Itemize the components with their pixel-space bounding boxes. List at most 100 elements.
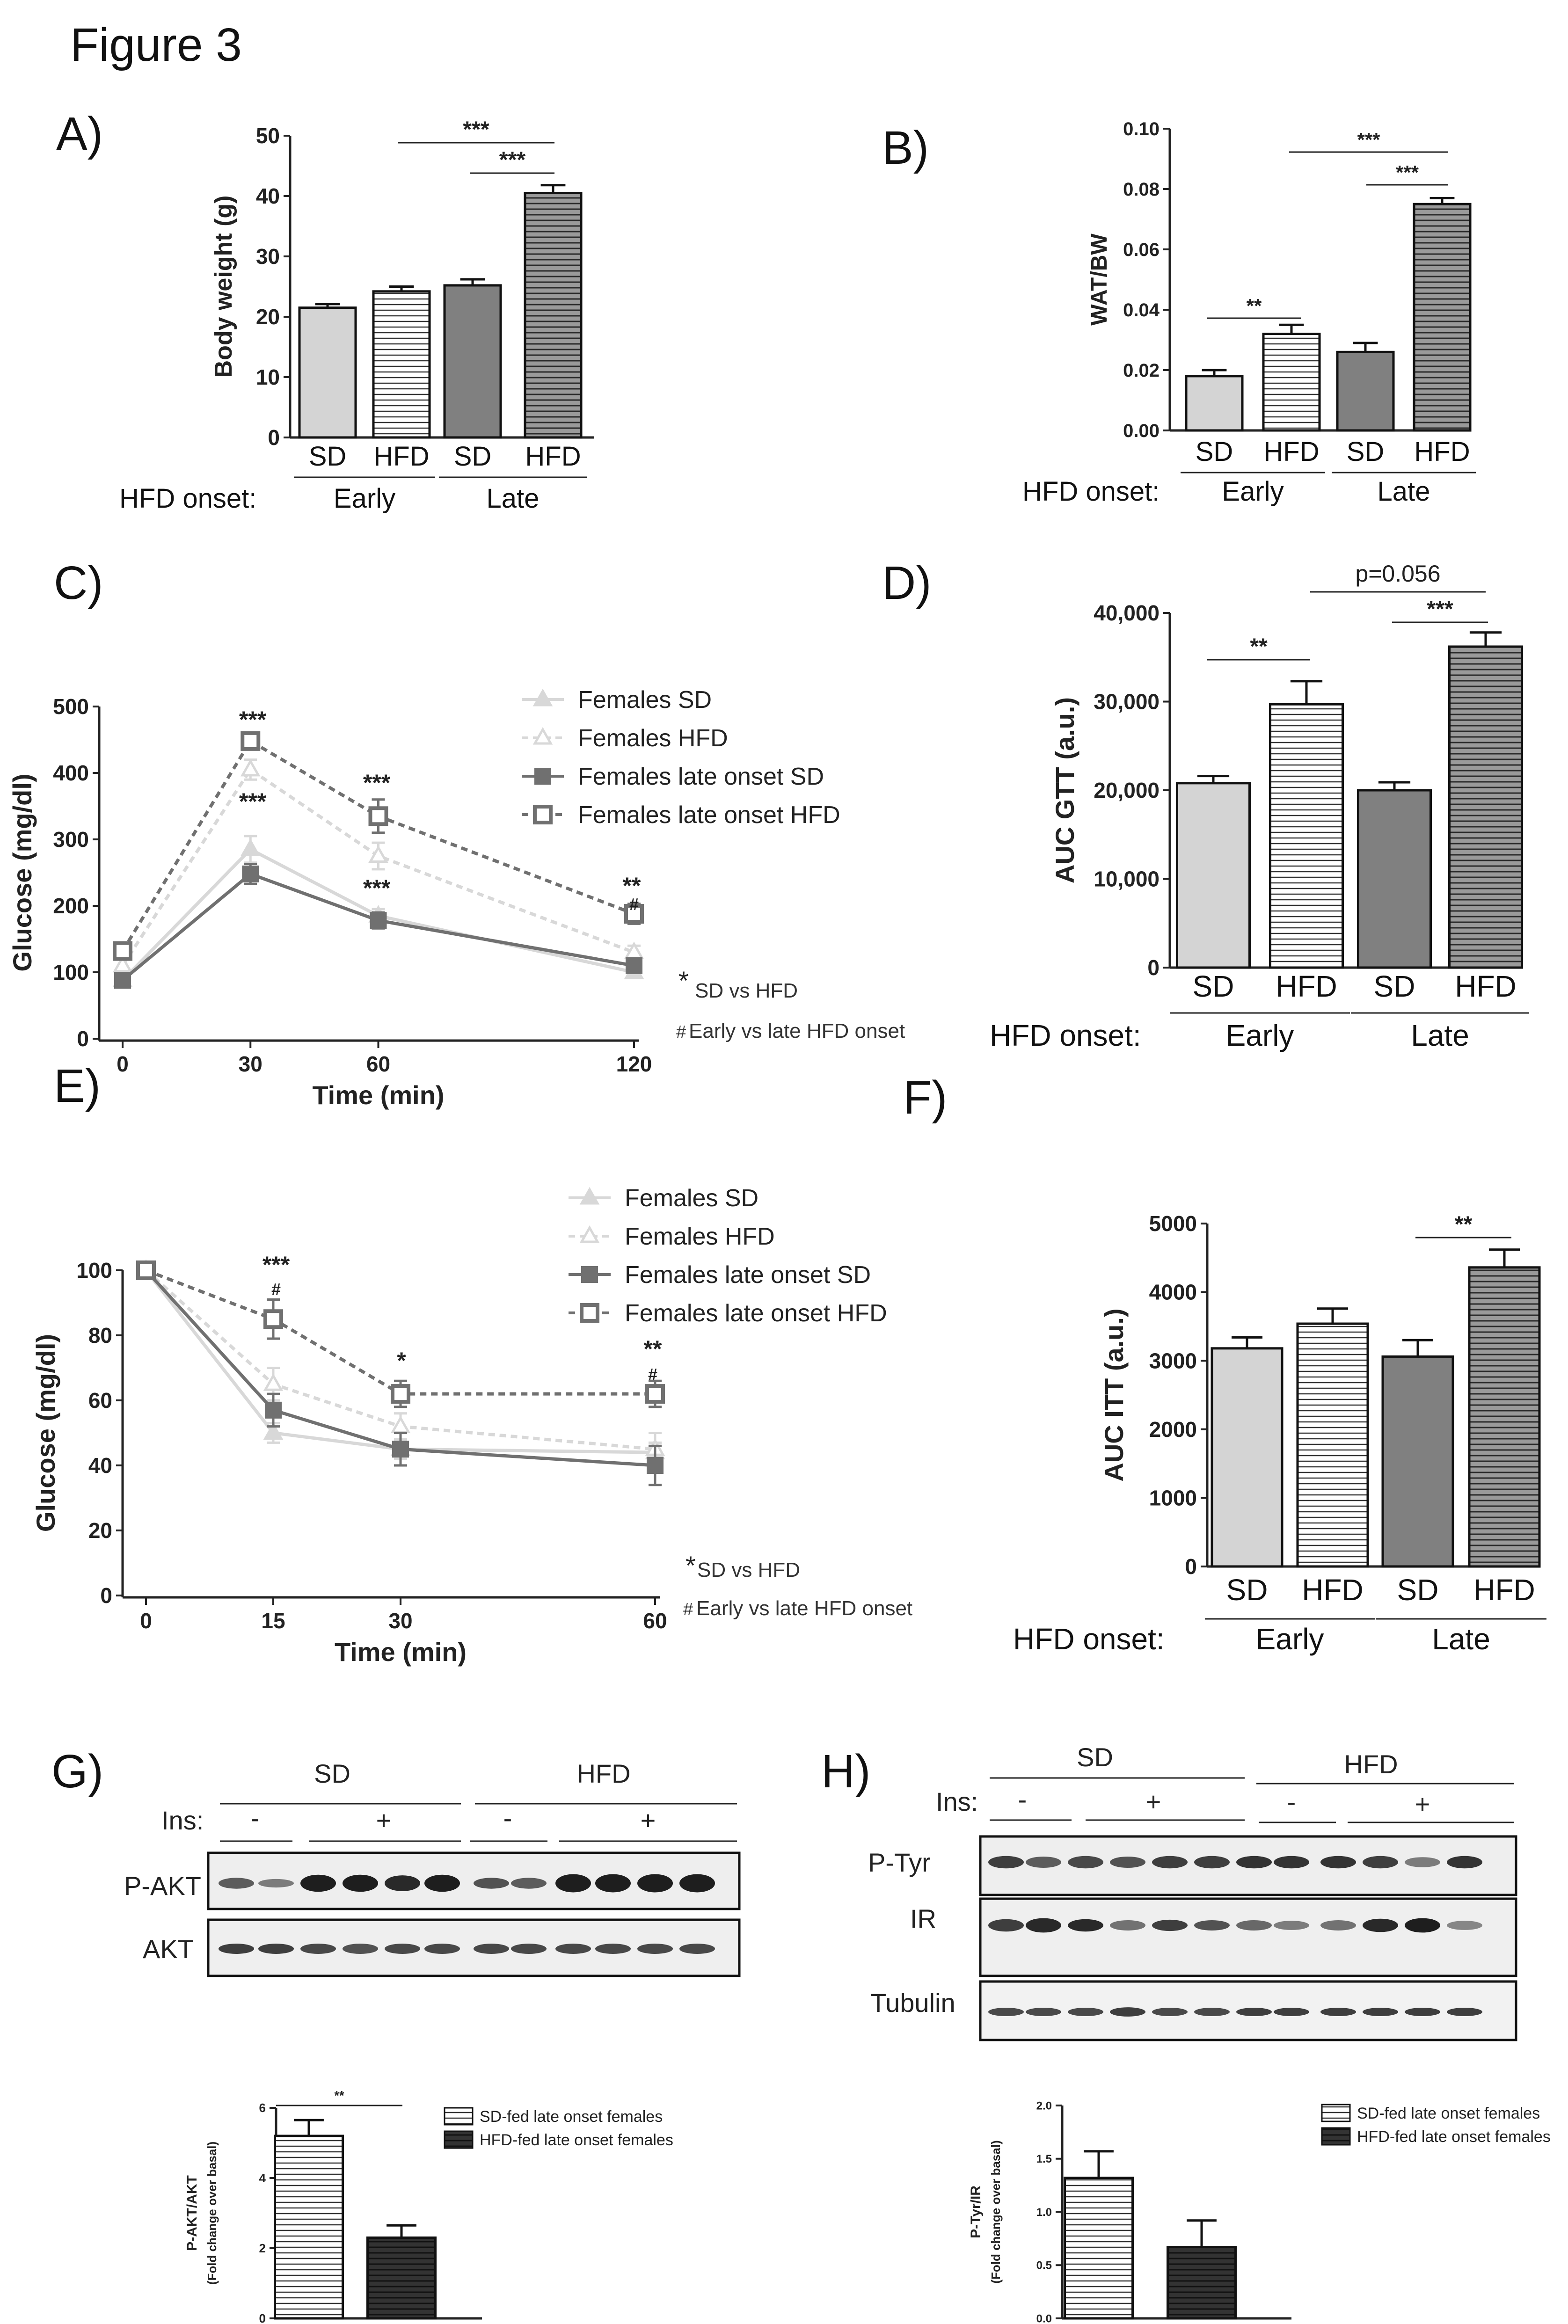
significance-label: *** — [1396, 161, 1419, 183]
y-tick-label: 4000 — [1149, 1280, 1197, 1304]
footnote-c-early-vs-late: Early vs late HFD onset — [689, 1020, 905, 1042]
y-axis-label: P-Tyr/IR — [968, 2186, 984, 2238]
bar — [366, 2237, 437, 2320]
legend-marker — [532, 688, 553, 707]
x-axis-label: Time (min) — [335, 1637, 467, 1667]
blot-band — [1110, 1920, 1145, 1931]
chart-f-auc-itt: 0 1000 2000 3000 4000 5000 AUC ITT (a.u.) SD HFD… — [1013, 1211, 1546, 1656]
blot-band — [679, 1874, 715, 1893]
significance-label: ** — [1247, 295, 1262, 317]
hfd-onset-label: HFD onset: — [1022, 476, 1160, 507]
blot-g-ins-minus-sd: - — [251, 1803, 260, 1833]
bar — [1064, 2177, 1134, 2320]
x-tick-label: 0 — [117, 1052, 129, 1076]
bar — [1167, 2246, 1237, 2320]
legend-swatch — [444, 2107, 474, 2126]
blot-band — [1026, 2008, 1061, 2016]
blot-band — [595, 1944, 631, 1954]
x-category-label: HFD — [1276, 969, 1337, 1003]
panel-letter-h: H) — [821, 1745, 871, 1798]
footnote-e-early-vs-late: Early vs late HFD onset — [696, 1597, 912, 1620]
significance-label: *** — [1427, 597, 1453, 622]
significance-annotation: * — [397, 1348, 406, 1374]
data-point — [391, 1384, 410, 1404]
bar — [1336, 350, 1395, 432]
y-tick-label: 40 — [88, 1453, 112, 1478]
legend-label: Females late onset SD — [578, 763, 824, 790]
blot-band — [511, 1944, 547, 1954]
data-point — [112, 954, 133, 973]
significance-annotation: *** — [239, 707, 267, 733]
bar — [1211, 1347, 1284, 1568]
x-tick-label: 15 — [261, 1609, 285, 1633]
chart-h-ptyr-quant: 0.0 0.5 1.0 1.5 2.0 P-Tyr/IR (Fold change over… — [968, 2099, 1551, 2324]
series-line — [121, 739, 635, 952]
data-point — [265, 1401, 282, 1419]
blot-h-ir-membrane — [979, 1897, 1517, 1977]
data-point — [240, 758, 261, 777]
y-tick-label: 0 — [1185, 1554, 1197, 1579]
y-tick-label: 80 — [88, 1323, 112, 1348]
group-label-late: Late — [1432, 1622, 1490, 1656]
bar — [524, 192, 583, 439]
legend-swatch — [1321, 2104, 1351, 2122]
blot-h-label-ptyr: P-Tyr — [868, 1848, 931, 1877]
legend-swatch — [444, 2130, 474, 2149]
legend-label: Females HFD — [625, 1223, 775, 1250]
blot-h-label-tubulin: Tubulin — [870, 1988, 955, 2018]
y-axis-label: Glucose (mg/dl) — [31, 1334, 60, 1532]
legend-marker — [532, 727, 553, 745]
data-point — [626, 957, 642, 974]
legend-swatch — [1321, 2127, 1351, 2146]
blot-band — [1447, 1921, 1482, 1930]
blot-band — [1320, 1920, 1356, 1931]
blot-h-label-ir: IR — [910, 1904, 936, 1933]
blot-band — [1068, 1856, 1103, 1869]
blot-g-ins-plus-hfd: + — [641, 1806, 656, 1835]
bar — [372, 290, 431, 439]
legend-label: HFD-fed late onset females — [480, 2131, 673, 2149]
y-tick-label: 50 — [256, 124, 280, 148]
y-tick-label: 10,000 — [1094, 867, 1160, 891]
data-point — [241, 731, 261, 751]
legend-label: SD-fed late onset females — [480, 2108, 663, 2126]
blot-band — [1194, 1920, 1230, 1931]
y-tick-label: 0.00 — [1123, 421, 1160, 441]
blot-band — [343, 1944, 378, 1954]
panel-letter-e: E) — [54, 1060, 101, 1112]
bar — [274, 2135, 344, 2320]
y-axis-label: Glucose (mg/dl) — [7, 773, 37, 971]
data-point — [645, 1384, 665, 1404]
data-point — [368, 845, 388, 863]
blot-band — [1363, 2008, 1398, 2016]
significance-annotation: # — [271, 1280, 281, 1299]
blot-band — [1236, 1920, 1272, 1931]
chart-g-pakt-quant: 0 2 4 6 P-AKT/AKT (Fold change over basal) ** S… — [184, 2088, 673, 2324]
x-category-label: SD — [1347, 437, 1385, 467]
legend-marker — [580, 1303, 599, 1323]
blot-band — [1274, 2008, 1309, 2016]
y-tick-label: 20,000 — [1094, 778, 1160, 802]
legend-label: HFD-fed late onset females — [1357, 2128, 1551, 2146]
blot-g-group-sd: SD — [314, 1759, 350, 1788]
bar — [443, 284, 502, 439]
blot-band — [343, 1874, 378, 1892]
x-category-label: HFD — [525, 441, 581, 472]
y-tick-label: 3000 — [1149, 1348, 1197, 1373]
legend-marker — [581, 1266, 598, 1283]
y-tick-label: 0 — [259, 2311, 266, 2324]
blot-g-group-hfd: HFD — [576, 1759, 630, 1788]
blot-h-ins-label: Ins: — [936, 1787, 978, 1816]
significance-annotation: *** — [363, 875, 391, 901]
y-tick-label: 1000 — [1149, 1486, 1197, 1510]
bar — [1269, 703, 1344, 969]
y-tick-label: 200 — [53, 894, 89, 918]
x-category-label: HFD — [373, 441, 429, 472]
blot-band — [1274, 1921, 1309, 1930]
significance-annotation: *** — [239, 788, 267, 815]
blot-band — [637, 1944, 673, 1954]
data-point — [114, 972, 131, 989]
y-tick-label: 40,000 — [1094, 601, 1160, 625]
x-tick-label: 0 — [140, 1609, 152, 1633]
y-tick-label: 0 — [268, 425, 280, 450]
